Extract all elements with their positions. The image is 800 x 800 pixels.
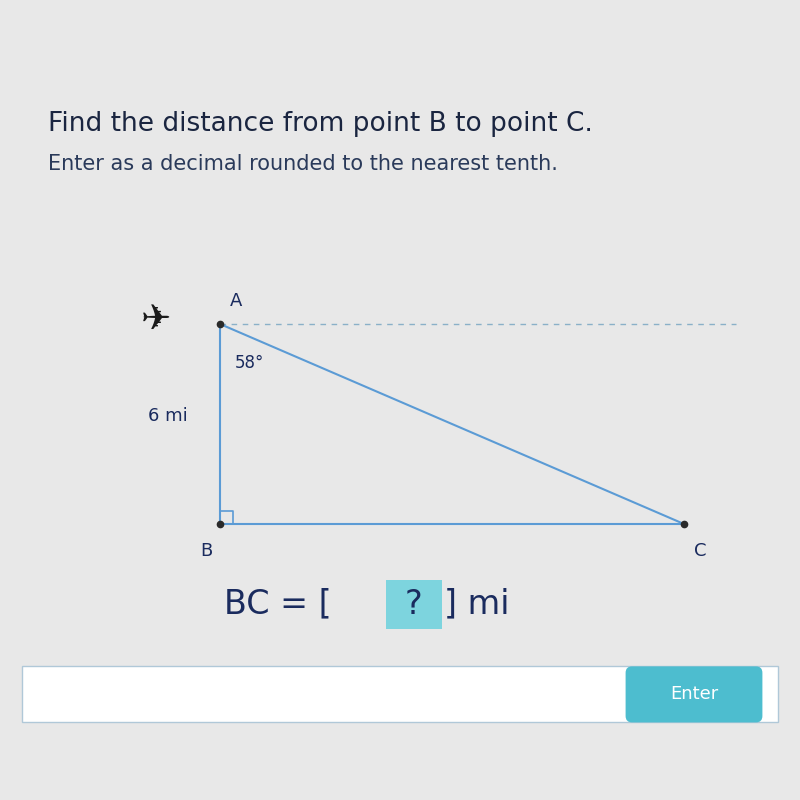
Text: BC = [: BC = [ bbox=[224, 587, 332, 621]
Text: Enter as a decimal rounded to the nearest tenth.: Enter as a decimal rounded to the neares… bbox=[48, 154, 558, 174]
Text: 58°: 58° bbox=[234, 354, 264, 373]
Text: B: B bbox=[200, 542, 212, 560]
FancyBboxPatch shape bbox=[386, 580, 442, 629]
Text: Find the distance from point B to point C.: Find the distance from point B to point … bbox=[48, 111, 593, 137]
Text: 6 mi: 6 mi bbox=[148, 407, 188, 425]
Text: C: C bbox=[694, 542, 706, 560]
FancyBboxPatch shape bbox=[626, 666, 762, 722]
Text: ] mi: ] mi bbox=[444, 587, 510, 621]
FancyBboxPatch shape bbox=[22, 666, 778, 722]
Text: A: A bbox=[230, 292, 242, 310]
Text: ✈: ✈ bbox=[141, 303, 171, 337]
Text: ?: ? bbox=[405, 587, 423, 621]
Text: Enter: Enter bbox=[670, 686, 718, 703]
